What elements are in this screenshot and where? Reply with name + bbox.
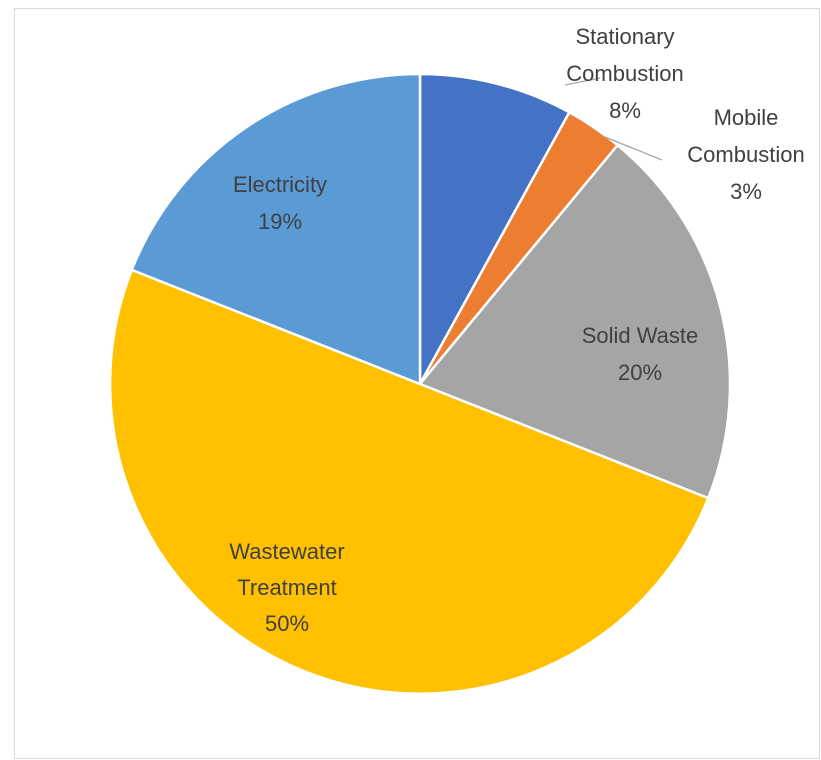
data-label-percent-electricity: 19% (258, 209, 302, 234)
data-labels-layer: Stationary Combustion 8% Mobile Combustion 3%… (229, 24, 804, 636)
leader-line-mobile-combustion (604, 136, 663, 161)
pie-slice-electricity (130, 72, 422, 386)
pie-slice-solid-waste (418, 143, 732, 500)
data-label-name-stationary-combustion-line-1: Stationary (575, 24, 674, 49)
pie-slice-wastewater-treatment (108, 268, 710, 695)
data-label-name-wastewater-treatment-line-2: Treatment (237, 575, 336, 600)
data-label-name-mobile-combustion-line-1: Mobile (714, 105, 779, 130)
slices-layer (108, 72, 732, 695)
data-label-percent-mobile-combustion: 3% (730, 179, 762, 204)
data-label-name-mobile-combustion-line-2: Combustion (687, 142, 804, 167)
pie-slice-stationary-combustion (418, 72, 571, 386)
data-label-name-electricity: Electricity (233, 172, 327, 197)
data-label-percent-wastewater-treatment: 50% (265, 611, 309, 636)
data-label-name-solid-waste: Solid Waste (582, 323, 699, 348)
data-label-percent-stationary-combustion: 8% (609, 98, 641, 123)
data-label-percent-solid-waste: 20% (618, 360, 662, 385)
leader-lines-layer (564, 77, 663, 161)
data-label-name-stationary-combustion-line-2: Combustion (566, 61, 683, 86)
leader-line-stationary-combustion (564, 77, 601, 86)
data-label-name-wastewater-treatment-line-1: Wastewater (229, 539, 344, 564)
